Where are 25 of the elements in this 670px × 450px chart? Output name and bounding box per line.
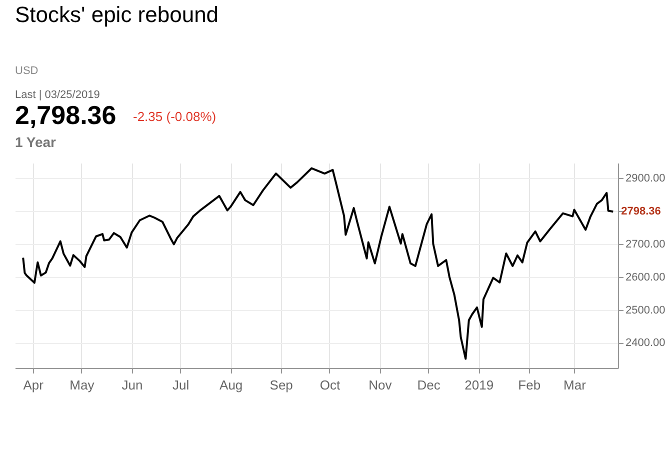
text: -2.35 (-0.08%) bbox=[133, 109, 216, 124]
x-tick-label: May bbox=[70, 378, 95, 392]
chart-title: Stocks' epic rebound bbox=[15, 2, 219, 27]
x-tick-label: Oct bbox=[320, 378, 340, 392]
text: Last | 03/25/2019 bbox=[15, 89, 100, 101]
text: 2,798.36 bbox=[15, 100, 116, 130]
x-tick-label: Sep bbox=[270, 378, 293, 392]
x-tick-label: Dec bbox=[417, 378, 441, 392]
text: USD bbox=[15, 65, 38, 77]
x-tick-label: Nov bbox=[368, 378, 392, 392]
x-tick-label: Feb bbox=[518, 378, 541, 392]
x-tick-label: Aug bbox=[220, 378, 243, 392]
line-series bbox=[22, 167, 614, 360]
x-tick-label: Jul bbox=[172, 378, 190, 392]
y-tick-label: 2900.00 bbox=[626, 172, 666, 185]
y-tick-label: 2700.00 bbox=[626, 238, 666, 250]
x-tick-label: Mar bbox=[564, 378, 587, 392]
text: 1 Year bbox=[15, 134, 57, 150]
annotation: 2798.36 bbox=[621, 206, 661, 218]
x-tick-label: 2019 bbox=[464, 378, 494, 392]
y-tick-label: 2600.00 bbox=[626, 271, 666, 284]
y-tick-label: 2400.00 bbox=[626, 337, 666, 350]
y-tick-label: 2500.00 bbox=[626, 304, 666, 316]
x-tick-label: Jun bbox=[122, 378, 143, 392]
x-tick-label: Apr bbox=[23, 378, 44, 392]
